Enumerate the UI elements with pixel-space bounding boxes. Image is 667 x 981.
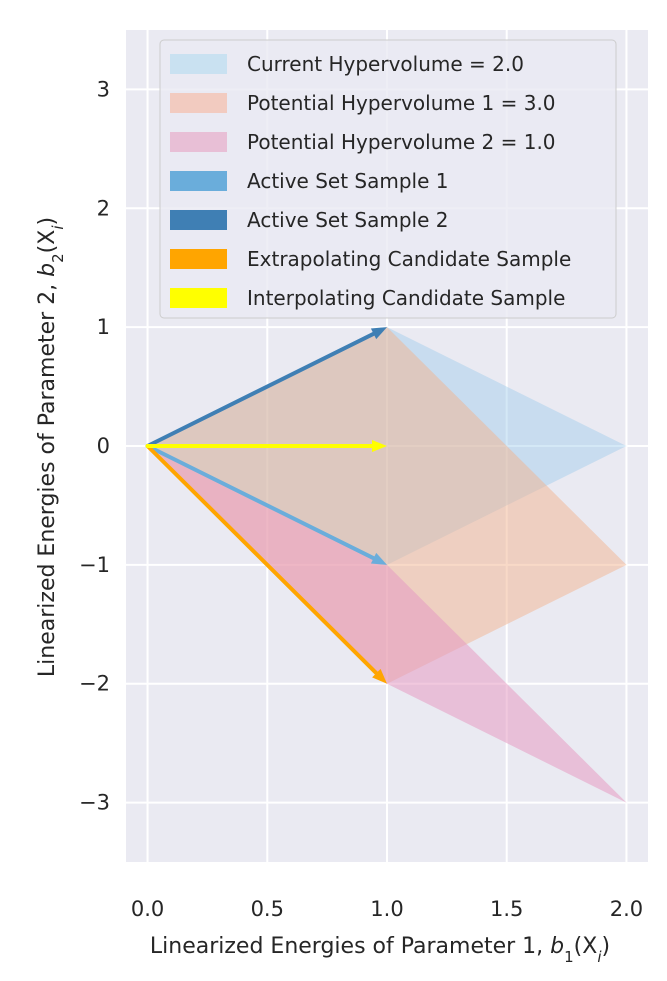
y-tick-label: 2 — [97, 196, 110, 220]
x-tick-label: 0.0 — [131, 897, 164, 921]
y-tick-label: 3 — [97, 77, 110, 101]
legend-label: Potential Hypervolume 1 = 3.0 — [247, 91, 556, 115]
arrow-active-set-sample-1 — [145, 444, 387, 565]
x-tick-label: 1.0 — [370, 897, 403, 921]
y-axis-label: Linearized Energies of Parameter 2, b2(X… — [35, 217, 67, 677]
y-tick-label: 1 — [97, 315, 110, 339]
legend-swatch — [170, 93, 227, 113]
legend-label: Potential Hypervolume 2 = 1.0 — [247, 130, 556, 154]
y-tick-label: −2 — [79, 672, 110, 696]
legend-swatch — [170, 171, 227, 191]
y-tick-label: 0 — [97, 434, 110, 458]
y-tick-label: −1 — [79, 553, 110, 577]
x-tick-label: 0.5 — [251, 897, 284, 921]
legend: Current Hypervolume = 2.0 Potential Hyper… — [159, 39, 617, 319]
y-tick-label: −3 — [79, 791, 110, 815]
legend-swatch — [170, 54, 227, 74]
x-tick-label: 2.0 — [610, 897, 643, 921]
polygon-potential-hypervolume-1-3-0 — [147, 327, 627, 684]
legend-swatch — [170, 288, 227, 308]
x-tick-label: 1.5 — [490, 897, 523, 921]
y-tick-labels: 3 2 1 0 −1 −2 −3 — [79, 77, 110, 814]
arrow-active-set-sample-2 — [145, 327, 387, 448]
legend-swatch — [170, 132, 227, 152]
arrow-interpolating-candidate-sample — [145, 440, 387, 452]
legend-swatch — [170, 249, 227, 269]
legend-label: Current Hypervolume = 2.0 — [247, 52, 524, 76]
legend-label: Interpolating Candidate Sample — [247, 286, 565, 310]
legend-frame — [159, 39, 617, 319]
legend-label: Active Set Sample 2 — [247, 208, 449, 232]
x-axis-label: Linearized Energies of Parameter 1, b1(X… — [150, 934, 610, 966]
legend-swatch — [170, 210, 227, 230]
x-tick-labels: 0.0 0.5 1.0 1.5 2.0 — [131, 897, 643, 921]
legend-label: Extrapolating Candidate Sample — [247, 247, 571, 271]
sample-arrows — [145, 327, 387, 684]
arrow-extrapolating-candidate-sample — [145, 444, 387, 684]
legend-label: Active Set Sample 1 — [247, 169, 449, 193]
polygon-potential-hypervolume-2-1-0 — [147, 446, 627, 803]
